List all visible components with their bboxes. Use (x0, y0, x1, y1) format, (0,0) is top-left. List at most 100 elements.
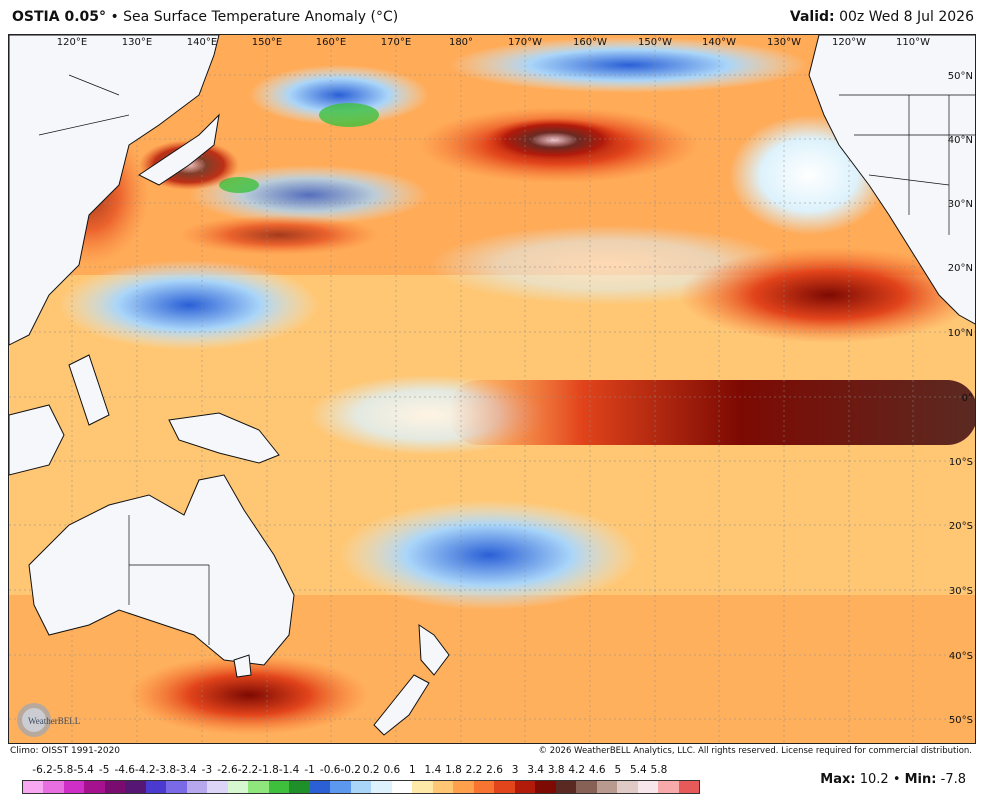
logo-text: WeatherBELL (28, 716, 80, 726)
land-asia (9, 35, 220, 346)
max-value: 10.2 (859, 772, 889, 787)
cool-anomaly-south-pacific (339, 500, 639, 610)
product-name: OSTIA 0.05° (12, 9, 106, 25)
colorbar-label: -1 (304, 764, 315, 776)
land-australia (28, 474, 295, 666)
cool-anomaly-west-pacific (59, 260, 319, 350)
lat-label: 40°N (948, 135, 973, 146)
colorbar-swatch (23, 781, 44, 793)
colorbar-swatch (207, 781, 228, 793)
colorbar-swatch (514, 781, 536, 793)
colorbar-label: -3 (201, 764, 213, 776)
climo-note: Climo: OISST 1991-2020 (10, 746, 121, 756)
colorbar-swatch (432, 781, 454, 793)
political-borders (38, 74, 975, 645)
colorbar-swatch (104, 781, 126, 793)
colorbar-label: -0.6 (319, 764, 341, 776)
colorbar-label: 4.6 (588, 764, 606, 776)
colorbar-label: -2.2 (237, 764, 259, 776)
colorbar-label: 0.2 (362, 764, 380, 776)
land-tasmania (233, 654, 252, 678)
colorbar-swatch (371, 781, 392, 793)
warm-anomaly-northeast-pacific (679, 247, 975, 343)
lat-label: 30°S (949, 586, 973, 597)
land-philippines (68, 354, 110, 426)
land-new-guinea (168, 412, 280, 464)
colorbar-label: 5.8 (650, 764, 668, 776)
colorbar-swatch (596, 781, 618, 793)
logo-graphic: WeatherBELL (17, 703, 80, 737)
colorbar-label: -2.6 (217, 764, 238, 776)
colorbar-swatch (555, 781, 577, 793)
valid-time: Valid: 00z Wed 8 Jul 2026 (790, 9, 974, 25)
colorbar-label: 1.8 (445, 764, 462, 776)
colorbar-label: -5.4 (73, 764, 94, 776)
valid-label: Valid: (789, 9, 835, 25)
colorbar-label: -1.4 (278, 764, 300, 776)
equatorial-warm-band (449, 380, 975, 445)
colorbar-swatch (412, 781, 433, 793)
landmasses (9, 35, 975, 736)
colorbar-swatch (678, 781, 699, 793)
lon-label: 180° (449, 37, 473, 48)
lat-label: 0° (962, 393, 973, 404)
lat-label: 10°N (948, 328, 973, 339)
colorbar-labels: -6.2 -5.8 -5.4 -5 -4.6 -4.2 -3.8 -3.4 -3 -2.6 -2.2… (12, 764, 712, 778)
warm-anomaly-tasman (129, 655, 369, 735)
colorbar (22, 780, 700, 794)
colorbar-label: -5 (98, 764, 110, 776)
map-canvas: 120°E 130°E 140°E 150°E 160°E 170°E 180°… (9, 35, 975, 743)
colorbar-swatch (330, 781, 351, 793)
colorbar-swatch (63, 781, 85, 793)
green-anomaly-patch (319, 103, 379, 127)
lon-label: 170°E (381, 37, 411, 48)
longitude-labels: 120°E 130°E 140°E 150°E 160°E 170°E 180°… (57, 37, 930, 48)
colorbar-swatch (350, 781, 372, 793)
warm-anomaly-kuroshio (179, 215, 379, 255)
lon-label: 160°W (573, 37, 607, 48)
colorbar-swatch (391, 781, 413, 793)
valid-time-value: 00z Wed 8 Jul 2026 (839, 9, 974, 25)
colorbar-label: 5.4 (630, 764, 647, 776)
weatherbell-logo: WeatherBELL (14, 698, 98, 740)
colorbar-swatch (43, 781, 64, 793)
colorbar-swatch (637, 781, 659, 793)
title-text: Sea Surface Temperature Anomaly (°C) (123, 9, 399, 25)
colorbar-label: 3 (511, 764, 519, 776)
colorbar-swatch (309, 781, 331, 793)
lat-label: 50°S (949, 715, 973, 726)
colorbar-swatch (268, 781, 290, 793)
title-bar: OSTIA 0.05° • Sea Surface Temperature An… (0, 0, 984, 34)
colorbar-swatch (453, 781, 474, 793)
colorbar-swatch (145, 781, 167, 793)
colorbar-swatch (289, 781, 310, 793)
land-north-america (808, 35, 975, 325)
colorbar-label: 5 (614, 764, 622, 776)
graticule (9, 35, 975, 743)
land-borneo (9, 404, 65, 476)
lat-label: 30°N (948, 199, 973, 210)
colorbar-label: 3.8 (547, 764, 565, 776)
colorbar-label: -6.2 (32, 764, 53, 776)
colorbar-label: -4.6 (114, 764, 135, 776)
colorbar-swatch (186, 781, 208, 793)
colorbar-label: -1.8 (258, 764, 279, 776)
lon-label: 110°W (896, 37, 930, 48)
lon-label: 170°W (508, 37, 542, 48)
sst-anomaly-map[interactable]: 120°E 130°E 140°E 150°E 160°E 170°E 180°… (8, 34, 976, 744)
lon-label: 140°W (702, 37, 736, 48)
max-min-stats: Max: 10.2 • Min: -7.8 (820, 772, 966, 787)
colorbar-label: -5.8 (52, 764, 74, 776)
copyright-note: © 2026 WeatherBELL Analytics, LLC. All r… (538, 746, 972, 756)
lat-label: 10°S (949, 457, 973, 468)
title-bullet: • (110, 9, 119, 25)
colorbar-label: 0.6 (383, 764, 401, 776)
colorbar-swatch (84, 781, 105, 793)
lon-label: 140°E (187, 37, 217, 48)
colorbar-label: 1.4 (424, 764, 442, 776)
colorbar-label: -3.4 (176, 764, 197, 776)
lon-label: 150°W (638, 37, 672, 48)
lat-label: 20°S (949, 521, 973, 532)
lat-label: 50°N (948, 71, 973, 82)
colorbar-swatch (617, 781, 638, 793)
